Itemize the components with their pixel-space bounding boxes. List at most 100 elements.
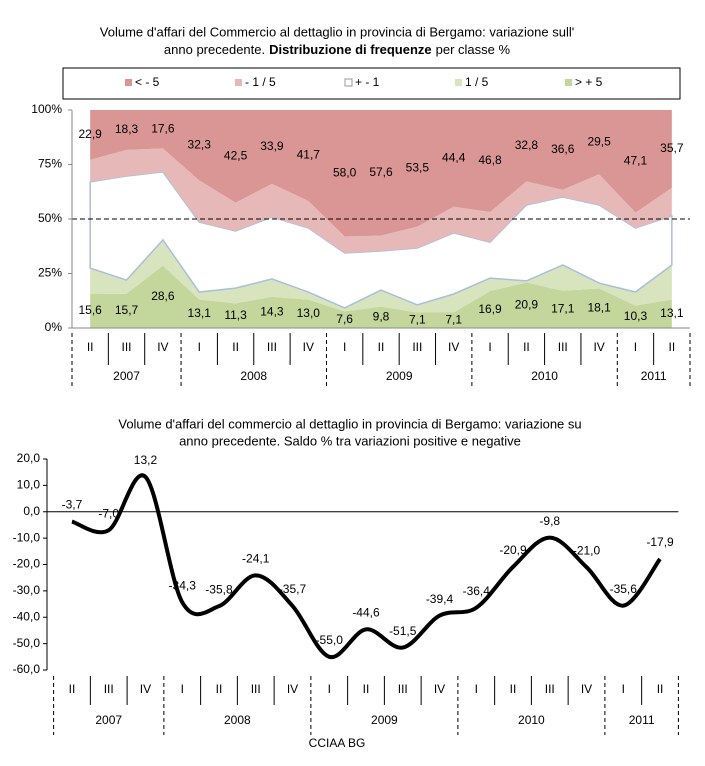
legend-swatch [235, 79, 242, 86]
area [90, 239, 672, 313]
value-label: 47,1 [624, 154, 648, 168]
x-tick-label: I [181, 682, 184, 696]
x-tick-label: III [412, 340, 422, 354]
value-label: 17,6 [151, 121, 175, 135]
source: CCIAA BG [309, 736, 366, 750]
value-label: 22,9 [78, 127, 102, 141]
value-label: 9,8 [373, 309, 390, 323]
chart-title: anno precedente. Distribuzione di frequen… [164, 42, 511, 57]
value-label: -34,3 [169, 578, 197, 592]
x-tick-label: II [657, 682, 664, 696]
line [71, 473, 662, 659]
y-tick-label: -20,0 [13, 557, 41, 571]
legend-label: < - 5 [135, 75, 160, 89]
value-label: 20,9 [515, 297, 539, 311]
value-label: 10,3 [624, 309, 648, 323]
group-label: 2008 [224, 713, 251, 727]
x-tick-label: II [216, 682, 223, 696]
value-label: 53,5 [406, 160, 430, 174]
x-tick-label: II [363, 682, 370, 696]
value-label: 28,6 [151, 289, 175, 303]
group-label: 2010 [518, 713, 545, 727]
value-label: -55,0 [316, 633, 344, 647]
x-tick-label: III [267, 340, 277, 354]
title-part: per classe % [436, 42, 511, 57]
value-label: 13,1 [660, 306, 684, 320]
x-tick-label: IV [593, 340, 604, 354]
area [90, 265, 672, 328]
x-tick-label: IV [157, 340, 168, 354]
legend-label: + - 1 [355, 75, 380, 89]
value-label: -51,5 [389, 624, 417, 638]
group-label: 2008 [240, 369, 267, 383]
value-label: -9,8 [539, 514, 560, 528]
value-label: 15,7 [115, 303, 139, 317]
legend-swatch [125, 79, 132, 86]
value-label: 13,1 [188, 306, 212, 320]
x-tick-label: II [668, 340, 675, 354]
x-tick-label: I [475, 682, 478, 696]
x-tick-label: I [328, 682, 331, 696]
value-label: -7,0 [98, 506, 119, 520]
x-tick-label: IV [581, 682, 592, 696]
value-label: -35,6 [610, 582, 638, 596]
value-label: 41,7 [297, 148, 321, 162]
x-tick-label: I [622, 682, 625, 696]
value-label: 13,2 [134, 453, 158, 467]
value-label: 42,5 [224, 148, 248, 162]
value-label: 58,0 [333, 165, 357, 179]
group-label: 2009 [371, 713, 398, 727]
value-label: 17,1 [551, 302, 575, 316]
value-label: 32,3 [188, 137, 212, 151]
area [90, 110, 672, 237]
x-tick-label: I [634, 340, 637, 354]
y-tick-label: 50% [38, 211, 62, 225]
value-label: 46,8 [478, 153, 502, 167]
value-label: -24,1 [242, 551, 270, 565]
value-label: 36,6 [551, 142, 575, 156]
x-tick-label: II [87, 340, 94, 354]
y-tick-label: -50,0 [13, 636, 41, 650]
value-label: 11,3 [224, 308, 247, 322]
value-label: 32,8 [515, 138, 539, 152]
y-tick-label: -60,0 [13, 662, 41, 676]
y-tick-label: 25% [38, 266, 62, 280]
value-label: -35,8 [205, 582, 233, 596]
x-tick-label: I [343, 340, 346, 354]
group-label: 2007 [113, 369, 140, 383]
legend-swatch [344, 78, 353, 87]
x-tick-label: II [510, 682, 517, 696]
x-tick-label: II [378, 340, 385, 354]
x-tick-label: III [398, 682, 408, 696]
legend-label: - 1 / 5 [245, 75, 276, 89]
value-label: -17,9 [646, 535, 674, 549]
value-label: 18,1 [587, 300, 611, 314]
value-label: 57,6 [369, 165, 393, 179]
y-tick-label: 0,0 [23, 504, 40, 518]
value-label: -35,7 [279, 582, 307, 596]
group-label: 2011 [629, 713, 655, 727]
value-label: 7,6 [336, 312, 353, 326]
title-part: Distribuzione di frequenze [269, 42, 432, 57]
y-tick-label: -30,0 [13, 583, 41, 597]
x-tick-label: III [545, 682, 555, 696]
value-label: -20,9 [499, 543, 527, 557]
legend-box [62, 67, 681, 100]
value-label: 33,9 [260, 139, 284, 153]
value-label: 7,1 [445, 312, 462, 326]
x-tick-label: IV [287, 682, 298, 696]
value-label: 15,6 [78, 303, 102, 317]
value-label: -21,0 [573, 543, 601, 557]
value-label: -39,4 [426, 592, 454, 606]
group-label: 2010 [531, 369, 558, 383]
y-tick-label: -10,0 [13, 530, 41, 544]
x-tick-label: II [523, 340, 530, 354]
x-tick-label: III [558, 340, 568, 354]
x-tick-label: II [232, 340, 239, 354]
y-tick-label: 20,0 [17, 451, 41, 465]
area [90, 148, 672, 254]
value-label: 14,3 [260, 305, 284, 319]
group-label: 2009 [386, 369, 413, 383]
